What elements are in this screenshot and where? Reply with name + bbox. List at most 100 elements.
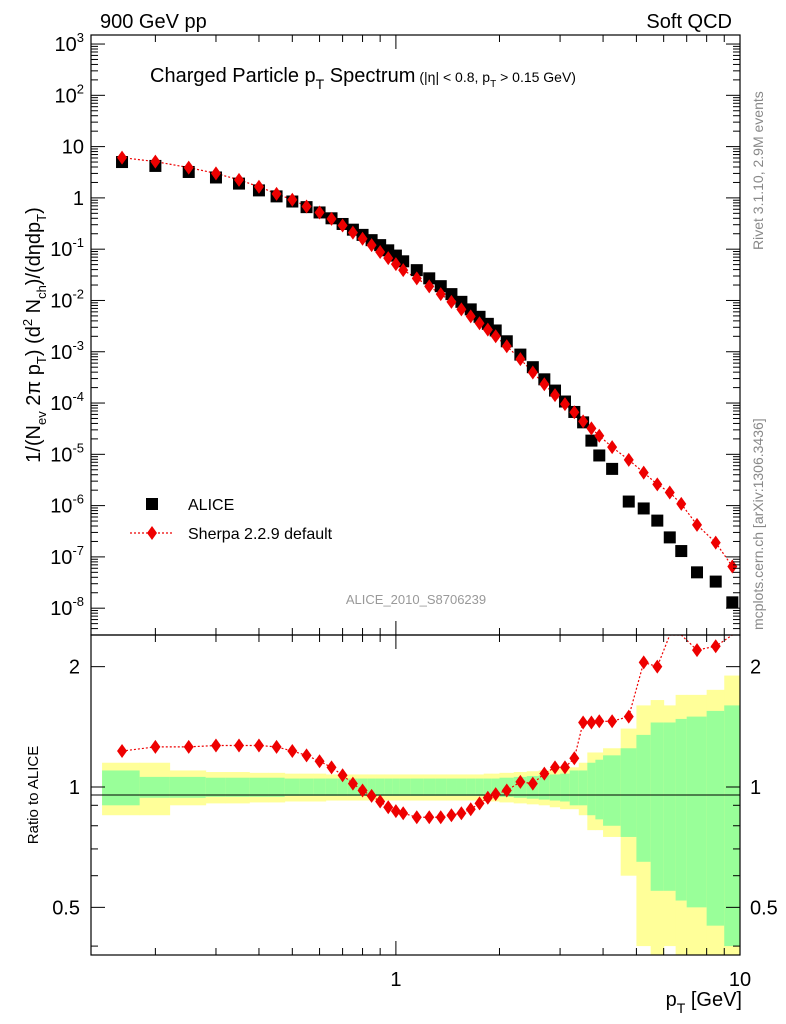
band-inner xyxy=(587,762,596,816)
alice-point xyxy=(651,514,664,527)
ratio-point xyxy=(550,760,561,775)
y-tick-label: 103 xyxy=(55,30,84,56)
y-tick-label: 10 xyxy=(62,137,84,159)
spectrum-frame xyxy=(90,34,741,636)
ratio-point xyxy=(210,738,221,753)
alice-point xyxy=(455,295,468,308)
ratio-point xyxy=(482,790,493,805)
sherpa-point xyxy=(465,309,476,324)
sherpa-point xyxy=(623,452,634,467)
sherpa-point xyxy=(456,302,467,317)
alice-point xyxy=(663,531,676,544)
ratio-point xyxy=(287,744,298,759)
ratio-point xyxy=(326,760,337,775)
band-inner xyxy=(560,773,571,802)
x-tick-label: 10 xyxy=(729,969,751,991)
ratio-point xyxy=(490,787,501,802)
band-inner xyxy=(483,778,493,796)
ratio-ylabel: Ratio to ALICE xyxy=(25,746,42,844)
band-inner xyxy=(313,778,327,796)
ratio-point xyxy=(465,802,476,817)
sherpa-point xyxy=(559,397,570,412)
y-tick-label: 10-4 xyxy=(50,389,84,415)
ratio-point xyxy=(117,744,128,759)
ratio-point xyxy=(652,659,663,674)
band-inner xyxy=(410,778,424,796)
sherpa-point xyxy=(435,287,446,302)
legend-marker-alice xyxy=(146,498,158,510)
ratio-point xyxy=(183,739,194,754)
ratio-panel: 1 10 0.5 0.5 1 1 2 2 Ratio to ALICE pT [GeV] xyxy=(25,634,778,1016)
band-inner xyxy=(225,777,250,797)
ratio-y-tick-label: 1 xyxy=(69,777,80,799)
alice-point xyxy=(434,280,447,293)
ratio-y-tick-label-right: 1 xyxy=(750,777,761,799)
y-tick-label: 10-2 xyxy=(50,286,84,312)
analysis-id: ALICE_2010_S8706239 xyxy=(346,592,486,607)
y-tick-label: 10-7 xyxy=(50,543,84,569)
sherpa-point xyxy=(271,186,282,201)
band-inner xyxy=(299,778,314,796)
ratio-point xyxy=(474,796,485,811)
ratio-point xyxy=(559,760,570,775)
ratio-y-tick-label: 0.5 xyxy=(52,897,80,919)
legend: ALICE Sherpa 2.2.9 default xyxy=(130,497,333,543)
alice-point xyxy=(675,545,688,558)
y-tick-label: 10-6 xyxy=(50,492,84,518)
sherpa-point xyxy=(366,238,377,253)
sherpa-point xyxy=(234,172,245,187)
ratio-y-tick-label-right: 0.5 xyxy=(750,897,778,919)
ratio-points xyxy=(117,635,733,825)
alice-point xyxy=(585,434,598,447)
y-tick-label: 10-3 xyxy=(50,338,84,364)
ratio-point xyxy=(271,739,282,754)
ratio-point xyxy=(607,714,618,729)
band-inner xyxy=(603,755,622,826)
band-inner xyxy=(435,778,447,796)
band-inner xyxy=(491,778,500,796)
band-inner xyxy=(325,778,338,796)
sherpa-point xyxy=(210,166,221,181)
band-inner xyxy=(399,778,411,796)
sherpa-point xyxy=(638,465,649,480)
sherpa-point xyxy=(710,535,721,550)
band-inner xyxy=(139,776,171,798)
sherpa-point xyxy=(287,192,298,207)
band-inner xyxy=(367,778,377,796)
mcplots-note: mcplots.cern.ch [arXiv:1306.3436] xyxy=(750,418,766,630)
sherpa-point xyxy=(515,352,526,367)
sherpa-point xyxy=(424,279,435,294)
sherpa-point xyxy=(150,154,161,169)
sherpa-point xyxy=(482,322,493,337)
band-inner xyxy=(284,778,301,796)
sherpa-point xyxy=(594,428,605,443)
alice-point xyxy=(423,272,436,285)
sherpa-point xyxy=(727,559,738,574)
band-inner xyxy=(724,705,741,947)
alice-point xyxy=(709,575,722,588)
band-inner xyxy=(268,777,286,797)
band-inner xyxy=(650,722,665,891)
band-inner xyxy=(663,722,677,891)
band-inner xyxy=(337,778,349,796)
ratio-point xyxy=(527,776,538,791)
rivet-note: Rivet 3.1.10, 2.9M events xyxy=(750,91,766,250)
ratio-point xyxy=(411,810,422,825)
ratio-point xyxy=(638,655,649,670)
spectrum-title: Charged Particle pT Spectrum (|η| < 0.8, … xyxy=(150,65,576,92)
ratio-point xyxy=(424,810,435,825)
band-inner xyxy=(620,748,637,837)
legend-label-alice: ALICE xyxy=(188,497,234,514)
ratio-point xyxy=(710,639,721,654)
band-inner xyxy=(205,777,227,797)
alice-point xyxy=(593,449,606,462)
ratio-point xyxy=(347,776,358,791)
band-inner xyxy=(578,770,588,806)
sherpa-point xyxy=(550,388,561,403)
ratio-point xyxy=(383,800,394,815)
header-left: 900 GeV pp xyxy=(100,11,207,33)
sherpa-point xyxy=(326,211,337,226)
sherpa-point xyxy=(490,329,501,344)
band-inner xyxy=(392,778,401,796)
